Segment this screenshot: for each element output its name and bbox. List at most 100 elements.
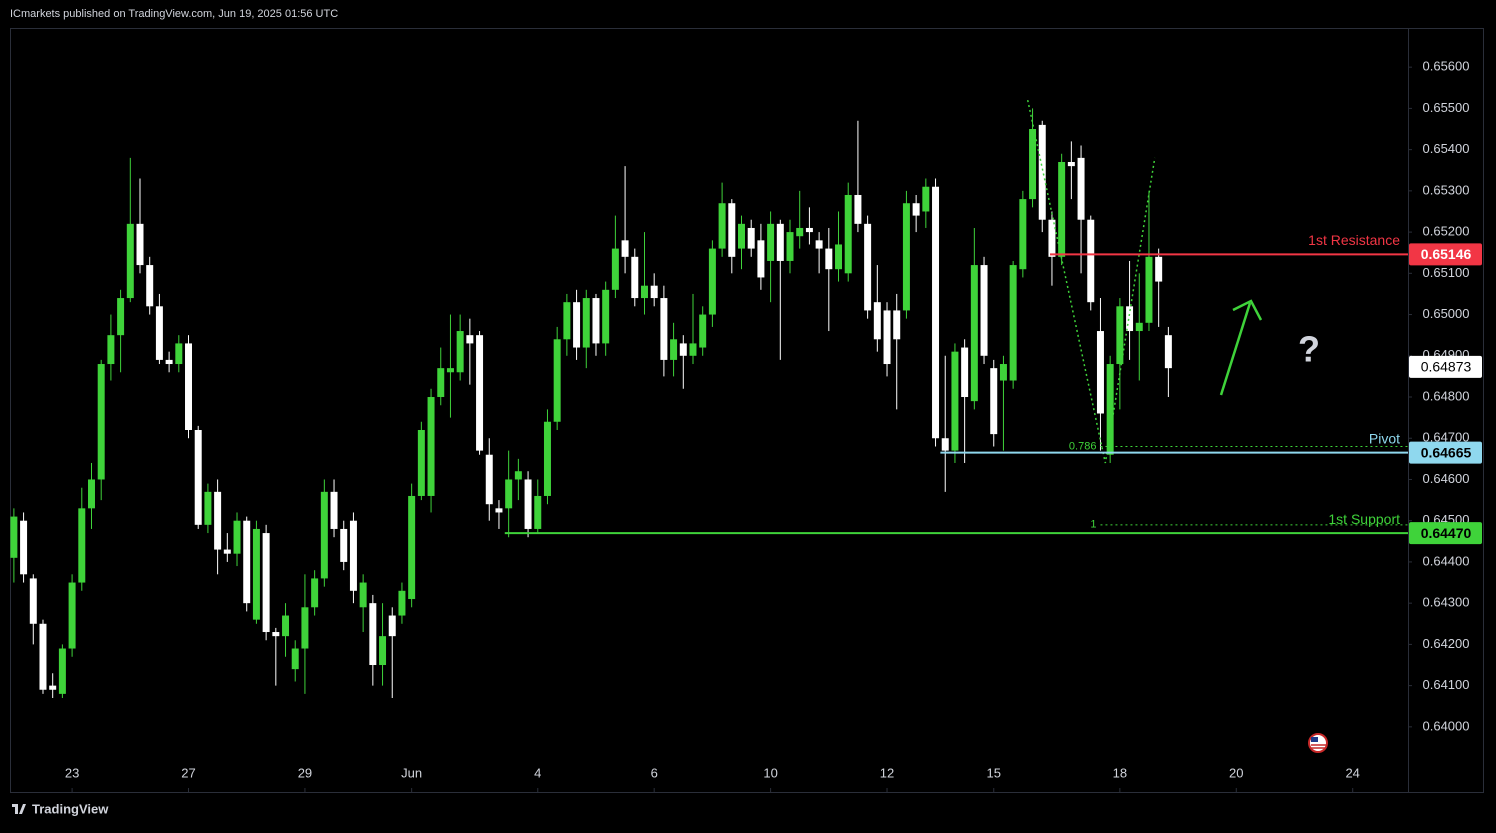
candle-body [563, 302, 571, 340]
candle-body [835, 244, 843, 270]
candle-body [999, 364, 1007, 381]
candle-body [650, 285, 658, 299]
candle-body [146, 265, 154, 307]
level-price-box [1409, 441, 1482, 464]
candle-body [252, 528, 260, 620]
candle-body [689, 343, 697, 356]
candle-body [873, 302, 881, 340]
harmonic-pattern [1026, 99, 1156, 464]
candle-body [68, 582, 76, 649]
candle-body [679, 343, 687, 356]
y-tick-label: 0.65500 [1423, 100, 1470, 115]
candle-body [437, 368, 445, 398]
candle-body [126, 223, 134, 299]
candle-body [1106, 364, 1114, 455]
candle-body [1048, 219, 1056, 257]
candle-body [29, 578, 37, 624]
candle-body [39, 623, 47, 690]
candle-body [495, 508, 503, 513]
candle-body [58, 648, 66, 694]
candle-body [165, 359, 173, 365]
candle-body [1009, 265, 1017, 381]
candle-body [553, 339, 561, 422]
candle-body [728, 203, 736, 257]
us-flag-icon [1308, 733, 1328, 753]
x-tick-label: 23 [65, 765, 79, 780]
candle-body [815, 240, 823, 249]
candle-body [233, 520, 241, 554]
candle-body [476, 335, 484, 451]
candle-body [932, 186, 940, 439]
candle-body [185, 343, 193, 430]
candle-body [136, 223, 144, 266]
candle-body [1126, 306, 1134, 332]
candle-body [223, 549, 231, 554]
candle-body [922, 186, 930, 212]
candle-body [291, 648, 299, 670]
chart-frame [10, 28, 1484, 793]
candle-body [320, 491, 328, 579]
candle-body [573, 302, 581, 348]
level-price-box [1409, 522, 1482, 545]
publisher-note: ICmarkets published on TradingView.com, … [10, 8, 338, 20]
last-price-box [1409, 355, 1482, 378]
candle-body [543, 421, 551, 496]
y-tick-label: 0.65400 [1423, 141, 1470, 156]
candle-body [796, 227, 804, 237]
candle-body [514, 471, 522, 480]
candle-body [88, 479, 95, 509]
candle-body [1155, 256, 1163, 282]
candle-body [1116, 306, 1124, 365]
y-tick-label: 0.65100 [1423, 265, 1470, 280]
candle-body [214, 491, 222, 550]
candle-body [738, 223, 745, 249]
x-tick-label: 10 [763, 765, 777, 780]
x-tick-label: 15 [987, 765, 1001, 780]
candle-body [951, 351, 959, 451]
candle-body [505, 479, 513, 509]
level-name: 1st Resistance [1308, 232, 1400, 248]
last-price-label: 0.64873 [1421, 359, 1472, 375]
candle-body [1145, 256, 1153, 323]
candle-body [349, 520, 357, 591]
y-tick-label: 0.65300 [1423, 182, 1470, 197]
candle-body [243, 520, 251, 604]
fib-ratio: 1 [1090, 519, 1096, 531]
candle-body [456, 331, 464, 373]
y-tick-label: 0.64200 [1423, 636, 1470, 651]
candle-body [1135, 322, 1143, 332]
brand: TradingView [32, 801, 109, 816]
y-tick-label: 0.64700 [1423, 430, 1470, 445]
candle-body [204, 491, 212, 525]
fib-ratio: 0.786 [1069, 440, 1097, 452]
candle-body [1164, 335, 1172, 369]
candle-body [757, 240, 765, 278]
candle-body [611, 248, 619, 290]
candle-body [1077, 157, 1085, 220]
candle-body [902, 203, 910, 311]
candle-body [524, 479, 532, 529]
candle-body [582, 298, 590, 348]
level-price-label: 0.64665 [1421, 444, 1472, 460]
y-tick-label: 0.64000 [1423, 718, 1470, 733]
x-tick-label: 29 [298, 765, 312, 780]
level-price-label: 0.64470 [1421, 525, 1472, 541]
candle-body [175, 343, 183, 365]
level-name: Pivot [1369, 430, 1400, 446]
candle-body [1058, 161, 1066, 257]
candle-body [301, 607, 309, 649]
up-arrow [1219, 299, 1263, 396]
x-tick-label: 24 [1345, 765, 1359, 780]
candle-body [107, 335, 115, 365]
y-tick-label: 0.64800 [1423, 388, 1470, 403]
candle-body [767, 223, 775, 261]
candle-body [282, 615, 290, 637]
candle-body [1067, 161, 1075, 167]
candle-body [718, 203, 726, 249]
candle-body [699, 314, 707, 348]
candle-body [786, 232, 794, 261]
candle-body [660, 298, 668, 360]
candle-body [398, 590, 406, 616]
